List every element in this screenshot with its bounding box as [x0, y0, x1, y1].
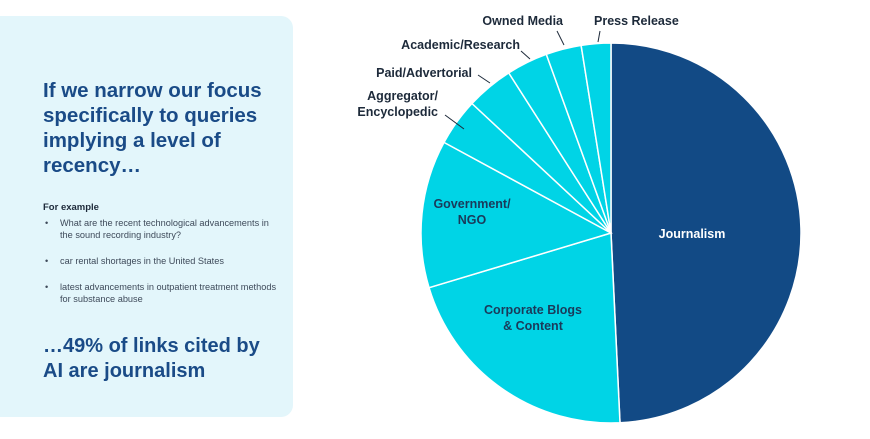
slice-label: Academic/Research	[401, 38, 520, 52]
examples-list: • What are the recent technological advan…	[43, 217, 283, 319]
examples-label: For example	[43, 202, 99, 213]
pie-slice-journalism	[610, 42, 802, 424]
leader-line	[520, 50, 531, 60]
slice-label: Paid/Advertorial	[376, 66, 472, 80]
example-text: What are the recent technological advanc…	[60, 218, 269, 240]
example-text: car rental shortages in the United State…	[60, 256, 224, 266]
example-item: • What are the recent technological advan…	[43, 217, 283, 241]
pie-slice-press-release	[580, 42, 612, 234]
example-item: • car rental shortages in the United Stat…	[43, 255, 283, 267]
bullet-icon: •	[45, 282, 49, 292]
slice-label: Government/NGO	[433, 197, 511, 227]
example-item: • latest advancements in outpatient treat…	[43, 281, 283, 305]
leader-line	[444, 114, 465, 130]
slice-label: Corporate Blogs & Content	[484, 303, 582, 333]
summary-panel: If we narrow our focus specifically to q…	[0, 16, 293, 417]
slice-label: Journalism	[659, 227, 726, 241]
pie-chart: Journalism Corporate Blogs & Content Govern…	[357, 14, 802, 424]
leader-line	[556, 30, 565, 46]
bullet-icon: •	[45, 218, 49, 228]
slice-label: Press Release	[594, 14, 679, 28]
slice-label: Aggregator/Encyclopedic	[357, 89, 438, 119]
conclusion: …49% of links cited by AI are journalism	[43, 335, 260, 382]
pie-slice-corporate-blogs-content	[428, 232, 621, 424]
leader-line	[597, 30, 601, 43]
example-text: latest advancements in outpatient treatm…	[60, 282, 277, 304]
slice-label: Owned Media	[482, 14, 564, 28]
headline: If we narrow our focus specifically to q…	[43, 79, 262, 177]
leader-line	[477, 74, 491, 84]
pie-slice-government-ngo	[420, 141, 613, 289]
bullet-icon: •	[45, 256, 49, 266]
